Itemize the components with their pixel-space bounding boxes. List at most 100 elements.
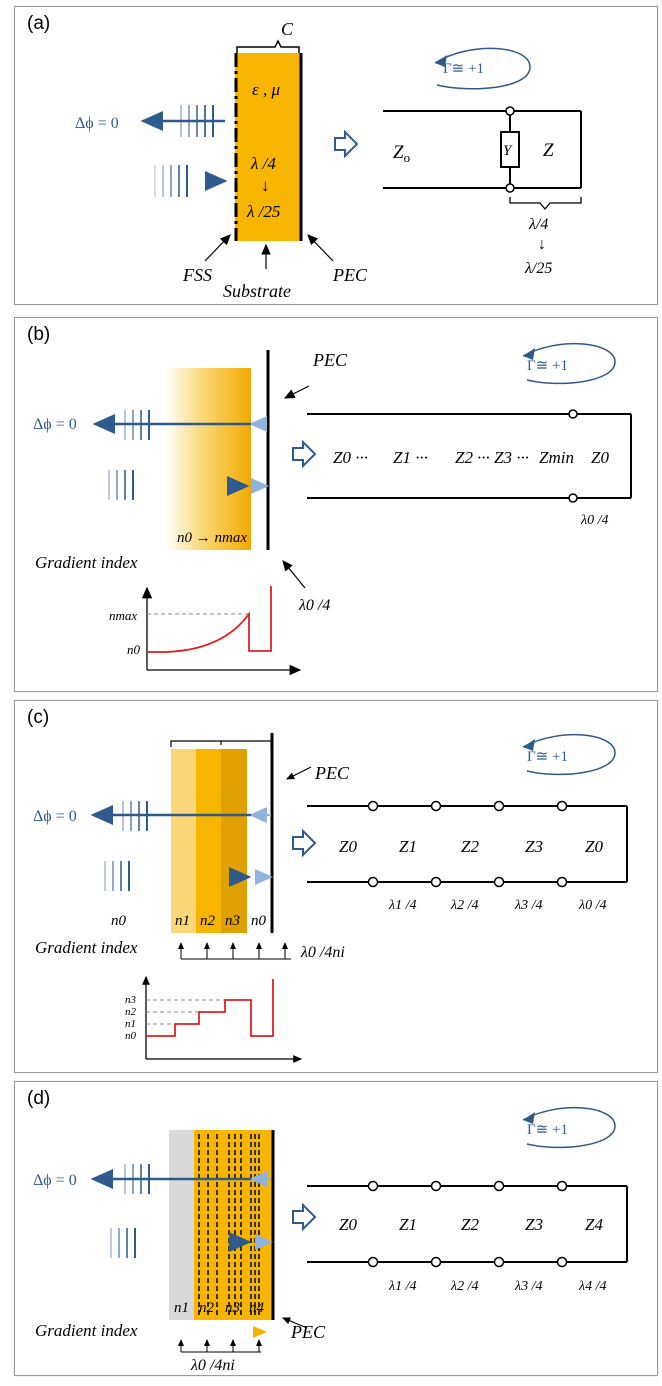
- line-z-4: Z4: [585, 1215, 603, 1234]
- gradient-index-label: Gradient index: [35, 553, 138, 572]
- panel-c-diagram: PEC Δϕ = 0 n0 n1 n2 n3 n0 Gradient index: [33, 733, 628, 1063]
- layer-n1: [171, 749, 196, 933]
- line-impedance-labels: Z0 ··· Z1 ··· Z2 ··· Z3 ··· Zmin Z0: [333, 448, 609, 467]
- reflected-wavefronts: [124, 1164, 150, 1194]
- line-quarter-labels: λ1 /4 λ2 /4 λ3 /4 λ4 /4: [388, 1279, 606, 1294]
- reflected-wavefronts: [180, 105, 214, 137]
- gamma-label: Γ≅ +1: [443, 61, 484, 77]
- quarter-label: λ0 /4ni: [190, 1357, 235, 1374]
- layer-label-3: n3: [225, 1300, 240, 1316]
- phase-label: Δϕ = 0: [33, 808, 77, 825]
- graph-level-n2: n2: [125, 1006, 137, 1018]
- graph-nmax-label: nmax: [109, 608, 137, 623]
- n-range-label: n0 → nmax: [177, 530, 247, 546]
- gradient-index-label: Gradient index: [35, 1321, 138, 1340]
- material-label: ε , μ: [252, 80, 280, 99]
- line-z-min: Zmin: [539, 448, 574, 467]
- line-z-4: Z0: [585, 837, 603, 856]
- graph-index-profile: [147, 586, 272, 653]
- layer-label-1: n1: [175, 913, 190, 929]
- panel-b-diagram: PEC Δϕ = 0 n0 → nmax Gradient index λ0 /…: [33, 342, 632, 676]
- reflected-wavefronts: [124, 410, 150, 440]
- quarter-label: λ0 /4ni: [300, 944, 345, 961]
- reflected-wavefronts: [122, 801, 148, 831]
- line-quarter-1: λ1 /4: [388, 898, 416, 913]
- dashed-inclusions: [198, 1134, 260, 1316]
- graph-level-n3: n3: [125, 994, 137, 1006]
- substrate-slab: [235, 53, 301, 241]
- panel-label-b: (b): [27, 324, 51, 345]
- z0-label: Zo: [393, 142, 410, 165]
- pec-label: PEC: [314, 763, 350, 783]
- graph-index-profile: [146, 979, 274, 1037]
- line-impedance-labels: Z0 Z1 Z2 Z3 Z4: [339, 1215, 603, 1234]
- panel-b: (b) PEC Δϕ = 0: [14, 317, 658, 692]
- line-z-1: Z1: [399, 1215, 417, 1234]
- gamma-label: Γ≅ +1: [527, 1122, 568, 1138]
- gamma-loop: [434, 47, 531, 90]
- incident-wavefronts: [104, 861, 130, 891]
- gamma-loop: [522, 733, 616, 776]
- line-z-3: Z3: [525, 1215, 543, 1234]
- layer-label-1: n1: [174, 1300, 189, 1316]
- incident-wavefronts: [108, 470, 134, 500]
- equivalence-arrow: [292, 439, 317, 469]
- layer-n1: [169, 1130, 194, 1320]
- panel-a: (a) C ε , μ λ /4 ↓ λ /25 Δϕ = 0: [14, 6, 658, 305]
- admittance-box: [500, 131, 520, 168]
- gradient-slab: [165, 368, 251, 550]
- line-z-0: Z0 ···: [333, 448, 368, 467]
- panel-c: (c) PEC Δϕ = 0: [14, 700, 658, 1073]
- layer-dielectric: [194, 1130, 272, 1320]
- fss-label: FSS: [182, 265, 212, 285]
- top-label-c: C: [281, 19, 294, 39]
- down-arrow: ↓: [261, 176, 270, 195]
- line-impedance-labels: Z0 Z1 Z2 Z3 Z0: [339, 837, 603, 856]
- equivalence-arrow: [292, 828, 317, 858]
- admittance-label: Y: [503, 143, 513, 159]
- line-z-3: ··· Z3 ···: [477, 448, 529, 467]
- line-z-end: Z0: [591, 448, 609, 467]
- graph-level-n1: n1: [125, 1018, 136, 1030]
- line-z-3: Z3: [525, 837, 543, 856]
- gradient-index-label: Gradient index: [35, 938, 138, 957]
- pec-label: PEC: [312, 350, 348, 370]
- z-label: Z: [543, 140, 554, 161]
- incident-wavefronts: [154, 165, 188, 197]
- graph-level-labels: n3 n2 n1 n0: [125, 994, 137, 1042]
- line-nodes: [367, 800, 568, 888]
- fraction-bottom: λ /25: [246, 202, 280, 221]
- line-quarter-4: λ4 /4: [578, 1279, 606, 1294]
- line-quarter-2: λ2 /4: [450, 1279, 478, 1294]
- panel-label-c: (c): [27, 707, 50, 728]
- line-z-0: Z0: [339, 1215, 357, 1234]
- panel-a-diagram: C ε , μ λ /4 ↓ λ /25 Δϕ = 0 FSS: [75, 19, 582, 301]
- phase-label: Δϕ = 0: [33, 416, 77, 433]
- line-frac-bottom: λ/25: [524, 260, 552, 277]
- line-z-0: Z0: [339, 837, 357, 856]
- line-z-1: Z1 ···: [393, 448, 428, 467]
- line-z-1: Z1: [399, 837, 417, 856]
- gamma-label: Γ≅ +1: [527, 358, 568, 374]
- equivalence-arrow: [334, 129, 359, 159]
- gamma-loop: [522, 342, 616, 385]
- layer-label-4: n4: [249, 1300, 265, 1316]
- gamma-label: Γ≅ +1: [527, 749, 568, 765]
- line-z-2: Z2: [461, 1215, 479, 1234]
- panel-label-d: (d): [27, 1088, 51, 1109]
- phase-label: Δϕ = 0: [33, 1172, 77, 1189]
- panel-d: (d): [14, 1081, 658, 1376]
- equivalence-arrow: [292, 1202, 317, 1232]
- line-quarter-label: λ0 /4: [580, 513, 608, 528]
- layer-label-4: n0: [251, 913, 267, 929]
- line-nodes: [367, 1180, 568, 1268]
- layer-label-0: n0: [111, 913, 127, 929]
- pec-label: PEC: [290, 1322, 326, 1342]
- line-quarter-4: λ0 /4: [578, 898, 606, 913]
- pec-label: PEC: [332, 265, 368, 285]
- brace: [236, 39, 300, 53]
- layer-label-3: n3: [225, 913, 240, 929]
- gamma-loop: [522, 1106, 616, 1149]
- graph-level-n0: n0: [125, 1030, 137, 1042]
- fraction-top: λ /4: [250, 154, 276, 173]
